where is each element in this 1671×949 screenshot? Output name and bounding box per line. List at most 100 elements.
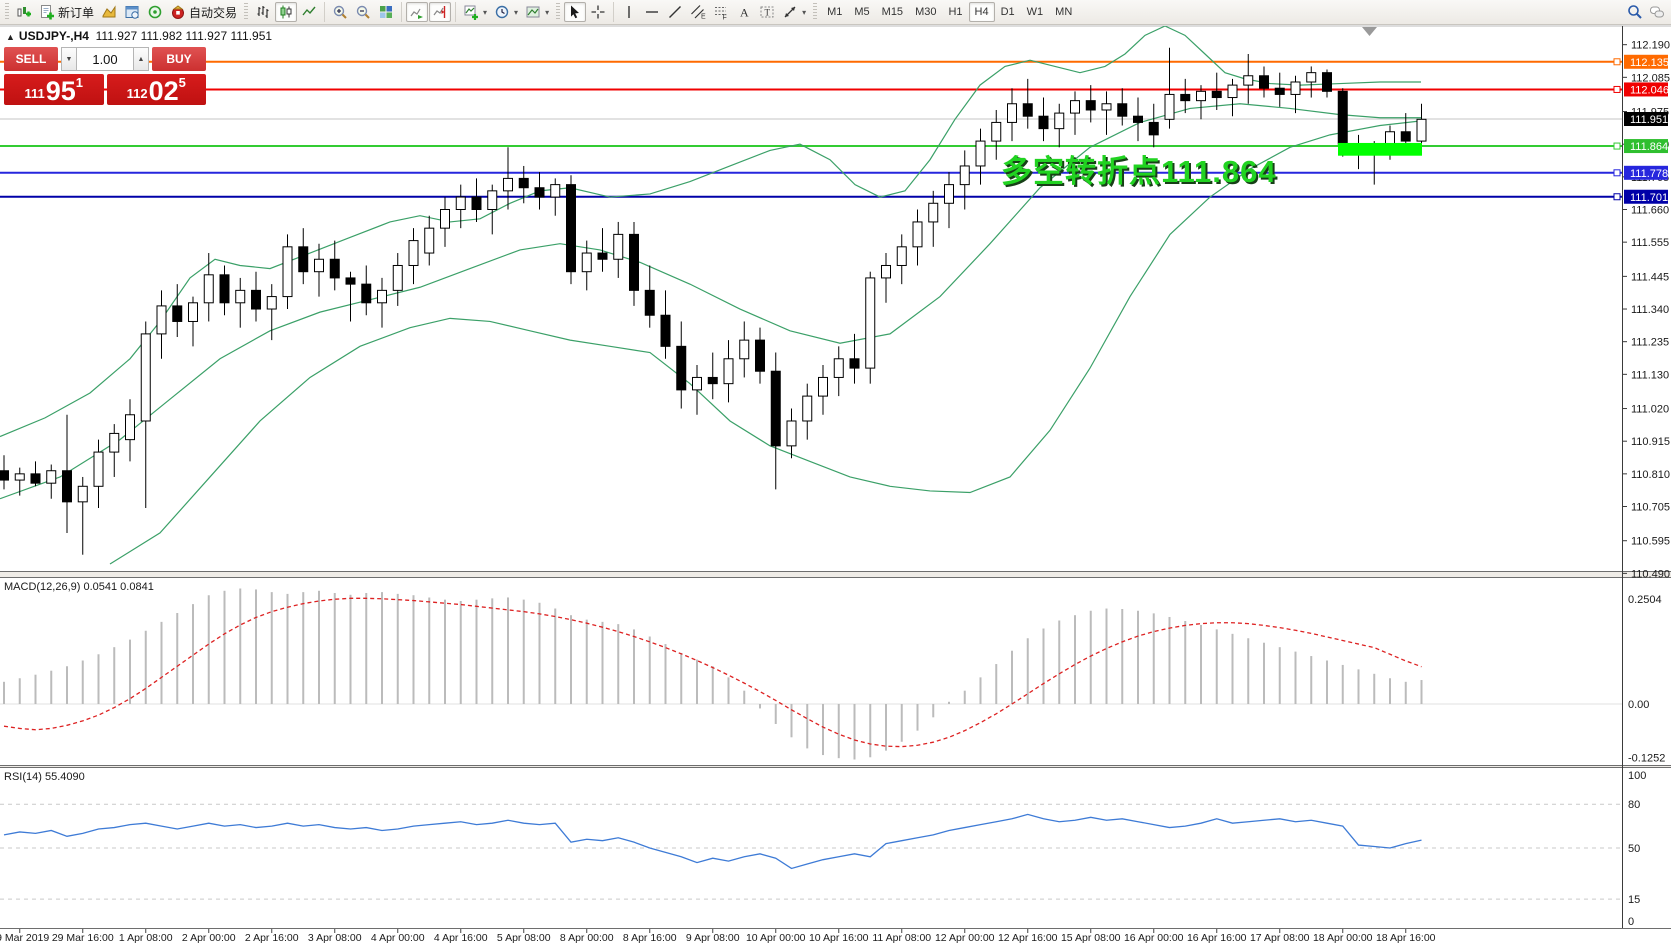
price-tick-label: 111.340 — [1631, 304, 1669, 316]
periods-button[interactable]: ▾ — [491, 2, 521, 22]
timeframe-button-h4[interactable]: H4 — [968, 2, 995, 22]
zoom-out-icon — [356, 5, 370, 19]
arrows-button[interactable]: ▾ — [779, 2, 809, 22]
cursor-button[interactable] — [564, 2, 587, 22]
new-order-button[interactable]: 新订单 — [36, 2, 97, 22]
time-axis-label: 29 Mar 2019 — [0, 932, 49, 944]
toolbar-grip — [5, 3, 9, 21]
price-tick-label: 110.705 — [1631, 502, 1670, 514]
sell-button[interactable]: SELL — [4, 47, 58, 71]
rsi-scale-label: 100 — [1628, 770, 1646, 782]
ohlc-high: 111.982 — [140, 29, 183, 43]
rsi-scale-label: 80 — [1628, 799, 1640, 811]
candle-body — [14, 473, 25, 481]
sell-price-button[interactable]: 111 95 1 — [4, 74, 104, 105]
time-axis-label: 10 Apr 16:00 — [809, 932, 869, 944]
fibonacci-button[interactable]: F — [710, 2, 732, 22]
chart-shift-button[interactable] — [429, 2, 452, 22]
oneclick-collapse-icon[interactable]: ▲ — [6, 32, 15, 42]
tile-windows-icon — [380, 6, 393, 18]
timeframe-button-m30[interactable]: M30 — [915, 6, 937, 18]
zoom-out-button[interactable] — [352, 2, 374, 22]
crosshair-button[interactable] — [587, 2, 609, 22]
timeframe-button-m5[interactable]: M5 — [854, 6, 870, 18]
candle-body — [613, 233, 624, 260]
volume-input[interactable]: 1.00 — [77, 47, 133, 71]
timeframe-button-m15[interactable]: M15 — [881, 6, 904, 18]
buy-price-point: 5 — [178, 75, 186, 90]
vertical-line-button[interactable] — [618, 2, 640, 22]
bar-chart-button[interactable] — [252, 2, 274, 22]
candle-body — [707, 376, 718, 385]
svg-text:A: A — [740, 6, 749, 20]
new-chart-icon — [17, 7, 31, 17]
templates-button[interactable]: ▾ — [522, 2, 552, 22]
candle-body — [770, 370, 781, 447]
autotrade-icon — [172, 5, 185, 19]
sell-price-point: 1 — [75, 75, 84, 90]
dropdown-caret-icon: ▾ — [483, 7, 488, 17]
time-axis-label: 12 Apr 16:00 — [998, 932, 1058, 944]
zoom-in-button[interactable] — [329, 2, 351, 22]
text-label-button[interactable]: T — [756, 2, 778, 22]
timeframe-button-h1[interactable]: H1 — [948, 6, 963, 18]
candle-body — [377, 289, 387, 304]
timeframe-button-w1[interactable]: W1 — [1026, 6, 1044, 18]
chart-annotation-text[interactable]: 多空转折点111.864 — [1001, 154, 1277, 189]
symbol-period: USDJPY-,H4 — [18, 29, 89, 43]
candles — [0, 47, 1427, 555]
candle-body — [0, 470, 9, 481]
panel-splitter — [0, 765, 1671, 768]
price-line-label-bg — [1624, 82, 1668, 97]
trendline-button[interactable] — [664, 2, 686, 22]
horizontal-line-button[interactable] — [641, 2, 663, 22]
candle-body — [644, 289, 655, 316]
macd-panel: MACD(12,26,9) 0.0541 0.0841 — [0, 581, 1622, 760]
text-button[interactable]: A — [733, 2, 755, 22]
timeframe-button-m1[interactable]: M1 — [827, 6, 843, 18]
ohlc-close: 111.951 — [230, 29, 273, 43]
zoom-in-icon — [333, 5, 347, 19]
search-icon[interactable] — [1627, 4, 1643, 20]
price-line-label-bg — [1624, 54, 1668, 69]
signals-button[interactable] — [144, 2, 166, 22]
buy-price-pips: 02 — [148, 76, 179, 106]
fibonacci-icon: F — [715, 7, 727, 20]
candle-body — [1211, 90, 1222, 99]
buy-button[interactable]: BUY — [152, 47, 206, 71]
macd-scale-zero: 0.00 — [1628, 699, 1649, 711]
candle-body — [1022, 103, 1033, 117]
svg-text:T: T — [765, 8, 771, 18]
autotrade-button[interactable]: 自动交易 — [167, 2, 240, 22]
tile-windows-button[interactable] — [375, 2, 397, 22]
candle-body — [1007, 103, 1017, 123]
price-line-label-bg — [1624, 112, 1668, 126]
candle-body — [125, 414, 135, 441]
indicators-button[interactable]: ▾ — [460, 2, 490, 22]
equidistant-channel-button[interactable]: E — [687, 2, 709, 22]
volume-decrease-button[interactable]: ▼ — [61, 47, 77, 71]
candle-body — [786, 420, 797, 447]
time-axis-label: 18 Apr 16:00 — [1376, 932, 1436, 944]
new-chart-button[interactable] — [13, 2, 35, 22]
profiles-button[interactable] — [98, 2, 120, 22]
candle-body — [1117, 103, 1128, 117]
candle-body — [1259, 75, 1269, 89]
candle-body — [1180, 93, 1191, 102]
timeframe-button-d1[interactable]: D1 — [1000, 6, 1015, 18]
time-axis-label: 1 Apr 08:00 — [119, 932, 173, 944]
volume-increase-button[interactable]: ▲ — [133, 47, 149, 71]
candle-body — [503, 177, 513, 192]
chat-icon[interactable] — [1649, 4, 1665, 20]
dropdown-caret-icon: ▾ — [545, 7, 550, 17]
line-chart-button[interactable] — [298, 2, 320, 22]
crosshair-icon — [591, 5, 605, 19]
time-axis-label: 3 Apr 08:00 — [308, 932, 362, 944]
candlestick-chart-button[interactable] — [275, 2, 298, 22]
timeframe-button-mn[interactable]: MN — [1055, 6, 1073, 18]
price-tick-label: 111.445 — [1631, 271, 1669, 283]
market-watch-button[interactable] — [121, 2, 143, 22]
buy-price-button[interactable]: 112 02 5 — [106, 74, 206, 106]
auto-scroll-button[interactable] — [406, 2, 429, 22]
